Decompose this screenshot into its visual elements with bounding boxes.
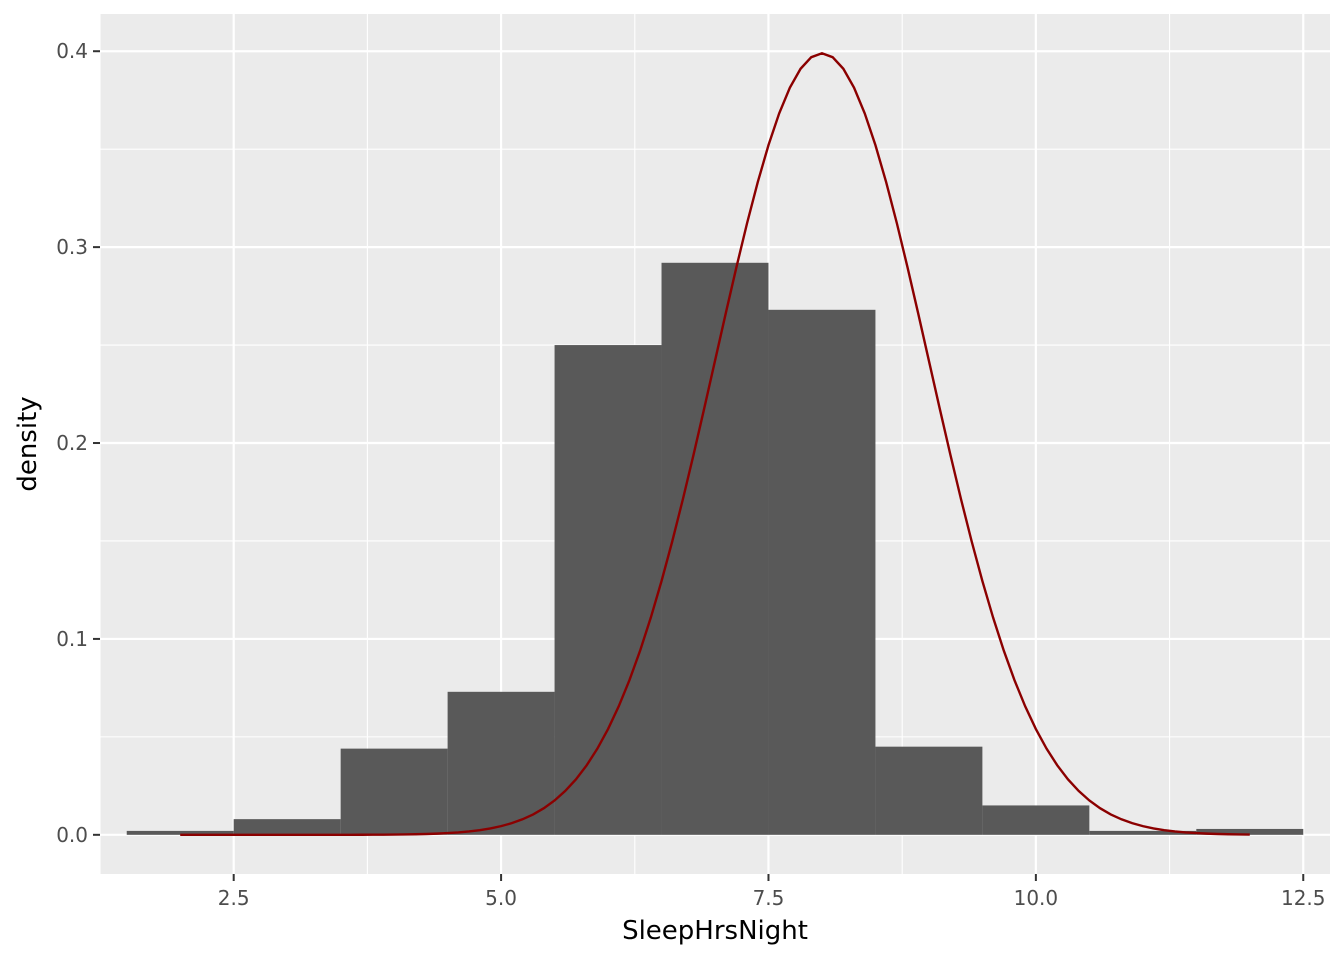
histogram-bar (768, 309, 876, 835)
y-tick-label: 0.4 (56, 39, 88, 63)
histogram-bar (126, 830, 234, 835)
y-tick-label: 0.1 (56, 627, 88, 651)
histogram-bar (233, 819, 341, 835)
y-axis-title: density (13, 396, 43, 491)
histogram-bar (340, 748, 448, 835)
x-tick-label: 10.0 (1014, 886, 1059, 910)
histogram-bar (1196, 828, 1304, 835)
normal-density-curve (180, 52, 1250, 837)
y-axis-ticks: 0.0 0.1 0.2 0.3 0.4 (56, 39, 100, 847)
histogram-bar (1089, 830, 1197, 835)
histogram-bar (982, 805, 1090, 835)
histogram-bar (661, 262, 769, 835)
y-tick-label: 0.0 (56, 823, 88, 847)
x-axis-title: SleepHrsNight (622, 916, 808, 946)
x-axis-ticks: 2.5 5.0 7.5 10.0 12.5 (218, 874, 1326, 910)
x-tick-label: 5.0 (485, 886, 517, 910)
y-tick-label: 0.3 (56, 235, 88, 259)
x-tick-label: 7.5 (753, 886, 785, 910)
histogram-bar (554, 345, 662, 835)
x-tick-label: 2.5 (218, 886, 250, 910)
histogram-bar (447, 691, 555, 835)
y-tick-label: 0.2 (56, 431, 88, 455)
histogram-bars (126, 262, 1304, 835)
histogram-bar (875, 746, 983, 835)
x-tick-label: 12.5 (1281, 886, 1326, 910)
